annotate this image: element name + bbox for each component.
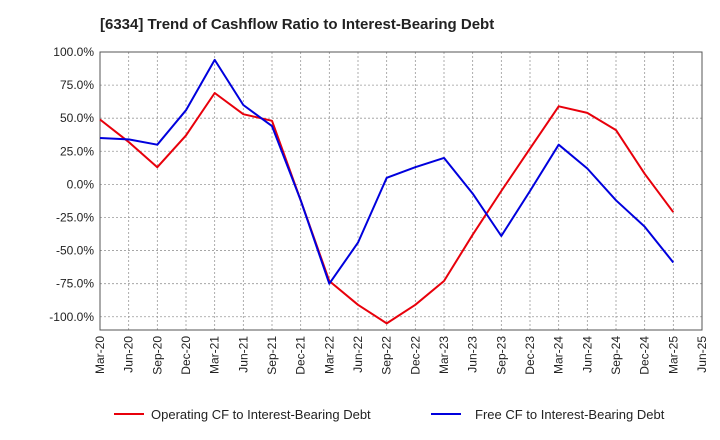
y-tick-label: 25.0%	[60, 144, 94, 158]
x-axis-ticks: Mar-20 Jun-20 Sep-20 Dec-20 Mar-21 Jun-21 Sep-…	[93, 336, 709, 375]
x-tick-label: Dec-24	[638, 336, 652, 375]
y-axis-ticks: 100.0% 75.0% 50.0% 25.0% 0.0% -25.0% -50.0% -75…	[49, 45, 94, 324]
x-tick-label: Mar-24	[552, 336, 566, 374]
x-tick-label: Dec-23	[523, 336, 537, 375]
x-tick-label: Mar-22	[322, 336, 336, 374]
grid-layer	[99, 51, 703, 330]
legend-label: Free CF to Interest-Bearing Debt	[475, 407, 665, 422]
x-tick-label: Mar-21	[208, 336, 222, 374]
y-tick-label: -25.0%	[56, 210, 94, 224]
y-tick-label: 0.0%	[67, 177, 95, 191]
y-tick-label: -50.0%	[56, 244, 94, 258]
legend-label: Operating CF to Interest-Bearing Debt	[151, 407, 371, 422]
x-tick-label: Dec-20	[179, 336, 193, 375]
x-tick-label: Sep-21	[265, 336, 279, 375]
y-tick-label: 50.0%	[60, 111, 94, 125]
x-tick-label: Mar-20	[93, 336, 107, 374]
y-tick-label: -100.0%	[49, 310, 94, 324]
x-tick-label: Jun-22	[351, 336, 365, 373]
chart-title: [6334] Trend of Cashflow Ratio to Intere…	[100, 16, 495, 33]
y-tick-label: -75.0%	[56, 277, 94, 291]
x-tick-label: Sep-22	[380, 336, 394, 375]
x-tick-label: Mar-23	[437, 336, 451, 374]
y-tick-label: 100.0%	[53, 45, 94, 59]
x-tick-label: Sep-20	[150, 336, 164, 375]
x-tick-label: Dec-21	[294, 336, 308, 375]
legend: Operating CF to Interest-Bearing Debt Fre…	[114, 407, 665, 422]
x-tick-label: Jun-23	[466, 336, 480, 373]
x-tick-label: Sep-24	[609, 336, 623, 375]
y-tick-label: 75.0%	[60, 78, 94, 92]
x-tick-label: Jun-25	[695, 336, 709, 373]
series-layer	[99, 58, 675, 325]
x-tick-label: Mar-25	[666, 336, 680, 374]
x-tick-label: Jun-21	[236, 336, 250, 373]
plot-frame	[99, 51, 703, 331]
x-tick-label: Dec-22	[408, 336, 422, 375]
x-tick-label: Jun-20	[122, 336, 136, 373]
x-tick-label: Sep-23	[494, 336, 508, 375]
x-tick-label: Jun-24	[580, 336, 594, 373]
